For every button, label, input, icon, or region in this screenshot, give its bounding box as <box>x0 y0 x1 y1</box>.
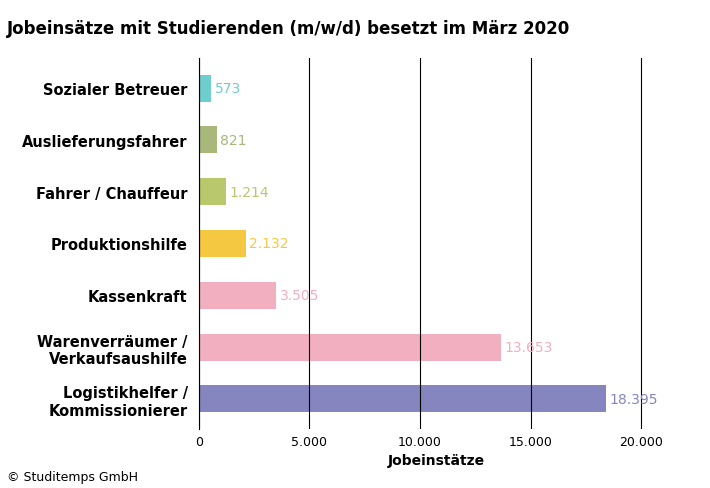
Bar <box>199 230 246 258</box>
Bar <box>199 76 212 102</box>
Text: 13.653: 13.653 <box>504 341 552 354</box>
Text: 18.395: 18.395 <box>609 392 657 406</box>
Text: Jobeinsätze mit Studierenden (m/w/d) besetzt im März 2020: Jobeinsätze mit Studierenden (m/w/d) bes… <box>7 20 570 38</box>
Text: 2.132: 2.132 <box>249 237 289 251</box>
Bar <box>199 282 276 309</box>
Text: 1.214: 1.214 <box>229 185 268 199</box>
X-axis label: Jobeinstätze: Jobeinstätze <box>388 453 485 468</box>
Text: 3.505: 3.505 <box>280 289 319 303</box>
Bar <box>199 334 501 361</box>
Bar <box>199 386 606 412</box>
Text: © Studitemps GmbH: © Studitemps GmbH <box>7 470 138 483</box>
Bar <box>199 127 217 154</box>
Bar <box>199 179 226 206</box>
Text: 821: 821 <box>220 134 247 147</box>
Text: 573: 573 <box>215 82 241 96</box>
